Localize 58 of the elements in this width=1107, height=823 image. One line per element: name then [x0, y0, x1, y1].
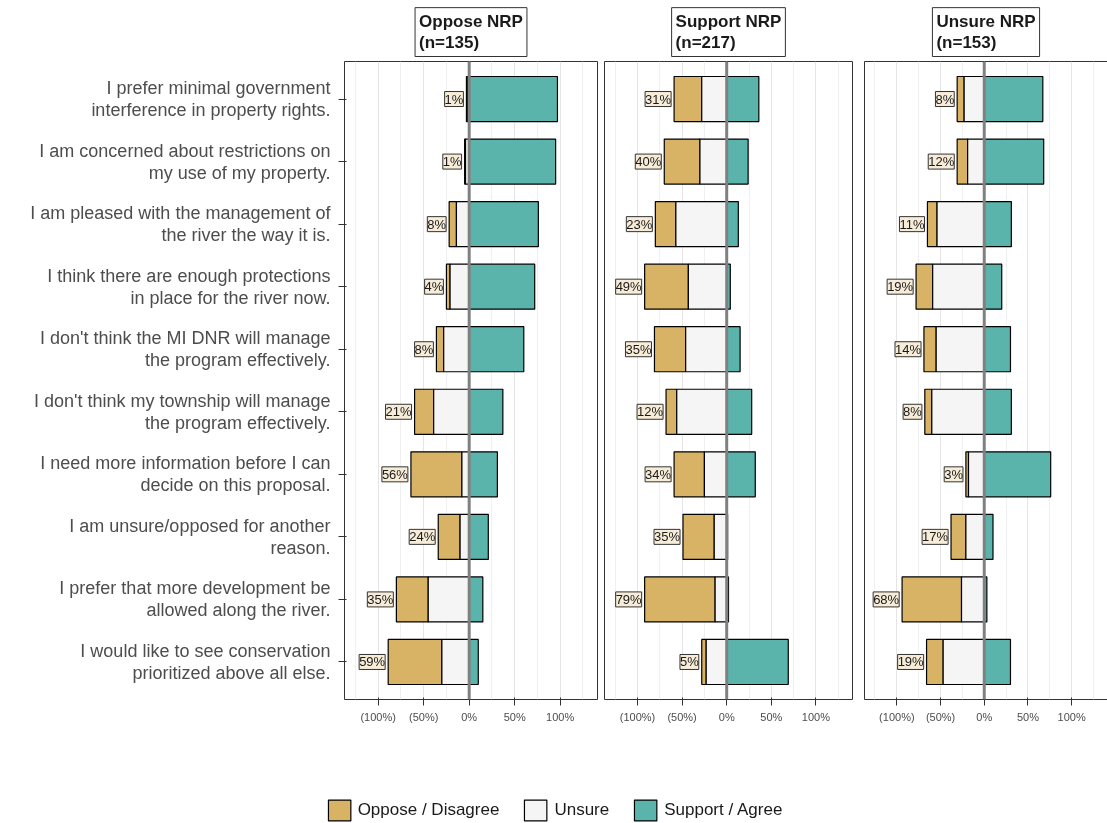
data-label: 34% — [645, 466, 672, 482]
y-tick-label: I don't think my township will manage the program effectively. — [33, 390, 331, 433]
chart-title: Oppose NRP (n=135) — [419, 11, 523, 53]
data-label: 35% — [654, 529, 681, 545]
data-label: 8% — [414, 341, 434, 357]
data-label: 12% — [928, 154, 955, 170]
y-tick-label: I prefer that more development be allowed along the river. — [59, 578, 331, 621]
x-tick-label: 0% — [461, 710, 478, 723]
chart-title: Support NRP (n=217) — [675, 11, 782, 53]
data-label: 8% — [903, 404, 923, 420]
data-label: 24% — [409, 529, 436, 545]
y-tick-label: I am unsure/opposed for another reason. — [69, 515, 331, 558]
legend-label: Support / Agree — [664, 800, 783, 820]
y-tick-label: I would like to see conservation prioritized above all else. — [80, 640, 331, 683]
data-label: 59% — [359, 654, 386, 670]
data-label: 31% — [645, 91, 672, 107]
y-tick-label: I think there are enough protections in place for the river now. — [47, 265, 331, 308]
data-label: 35% — [367, 591, 394, 607]
y-tick-label: I need more information before I can decide on this proposal. — [40, 453, 331, 496]
x-tick-label: 50% — [503, 710, 526, 723]
data-label: 79% — [615, 591, 643, 607]
data-label: 8% — [935, 91, 955, 107]
x-tick-label: 100% — [801, 710, 831, 723]
data-label: 8% — [427, 216, 447, 232]
data-label: 35% — [625, 341, 652, 357]
y-tick-label: I am pleased with the management of the river the way it is. — [30, 203, 332, 246]
data-label: 11% — [899, 216, 925, 232]
x-tick-label: (50%) — [925, 710, 956, 723]
x-tick-label: 50% — [1016, 710, 1040, 723]
data-label: 68% — [873, 591, 900, 607]
data-label: 17% — [922, 529, 949, 545]
x-tick-label: 50% — [760, 710, 783, 723]
legend-label: Oppose / Disagree — [357, 800, 500, 820]
data-label: 19% — [887, 279, 914, 295]
data-label: 12% — [637, 404, 664, 420]
data-label: 56% — [381, 466, 409, 482]
y-tick-label: I am concerned about restrictions on my use of my property. — [39, 140, 331, 183]
data-label: 3% — [944, 466, 964, 482]
data-label: 21% — [385, 404, 412, 420]
legend-label: Unsure — [554, 800, 610, 820]
data-label: 49% — [615, 279, 643, 295]
x-tick-label: 0% — [976, 710, 993, 723]
x-tick-label: (100%) — [879, 710, 915, 723]
x-tick-label: 100% — [546, 710, 575, 723]
y-tick-label: I prefer minimal government interference in property rights. — [91, 78, 331, 121]
data-label: 1% — [442, 154, 463, 170]
x-tick-label: 0% — [718, 710, 735, 723]
x-tick-label: (50%) — [667, 710, 697, 723]
x-tick-label: (50%) — [409, 710, 439, 723]
chart-title: Unsure NRP (n=153) — [936, 11, 1036, 53]
y-tick-label: I don't think the MI DNR will manage the program effectively. — [39, 328, 331, 371]
x-tick-label: 100% — [1057, 710, 1086, 723]
data-label: 23% — [626, 216, 653, 232]
data-label: 1% — [444, 91, 464, 107]
data-label: 19% — [897, 654, 925, 670]
data-label: 14% — [895, 341, 922, 357]
x-tick-label: (100%) — [360, 710, 396, 723]
x-tick-label: (100%) — [619, 710, 656, 723]
